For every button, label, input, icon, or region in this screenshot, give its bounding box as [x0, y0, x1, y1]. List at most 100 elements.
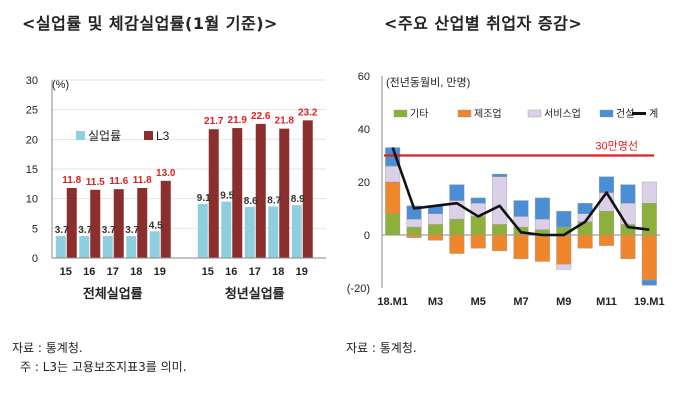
x-tick-label: M5	[471, 296, 486, 308]
industry-employment-chart: (-20) 0 20 40 60 30만명선 (전년동월비, 만명) 기타 제조업 서비스업…	[342, 58, 675, 310]
x-tick-label: M11	[596, 296, 617, 308]
bar-unemployment	[126, 236, 137, 258]
bar-l3	[279, 128, 290, 258]
legend-swatch-services	[527, 109, 542, 118]
bar-segment-services	[406, 218, 422, 228]
x-tick-label: M9	[556, 296, 571, 308]
reference-line-label: 30만명선	[595, 140, 638, 153]
data-label-unemployment: 3.7	[78, 225, 92, 236]
x-tick-label: 16	[83, 266, 95, 278]
data-label-l3: 11.5	[86, 177, 105, 188]
bar-unemployment	[102, 236, 113, 258]
bar-segment-etc	[492, 224, 508, 236]
bar-segment-manufacturing	[406, 234, 422, 238]
data-label-unemployment: 8.9	[291, 194, 305, 205]
bar-segment-construction	[599, 176, 615, 193]
legend-label-manufacturing: 제조업	[474, 107, 502, 120]
y-tick-label: 25	[26, 105, 38, 117]
bar-l3	[66, 187, 77, 258]
legend-swatch-unemployment	[76, 131, 85, 140]
data-label-l3: 22.6	[251, 111, 271, 122]
bar-segment-construction	[641, 279, 657, 286]
legend-label-total: 계	[649, 108, 658, 120]
y-tick-label: 20	[358, 177, 370, 189]
legend-label-l3: L3	[156, 129, 170, 143]
y-tick-label: 0	[364, 230, 370, 242]
bar-segment-services	[427, 213, 443, 225]
x-tick-label: 17	[249, 266, 261, 278]
bar-l3	[90, 189, 101, 258]
bar-segment-manufacturing	[427, 234, 443, 241]
data-label-unemployment: 8.6	[244, 196, 258, 207]
bar-l3	[255, 123, 266, 258]
data-label-unemployment: 3.7	[125, 225, 139, 236]
bar-segment-manufacturing	[449, 234, 465, 254]
legend: 기타 제조업 서비스업 건설 계	[393, 107, 658, 120]
right-chart-title: <주요 산업별 취업자 증감>	[384, 14, 583, 33]
bar-segment-services	[492, 176, 508, 225]
data-label-l3: 11.8	[133, 175, 152, 186]
legend-swatch-l3	[144, 131, 153, 140]
unemployment-chart-svg: 3.7 11.8 3.7 11.5 3.7 11.6 3.7 11.8 4.5 13.0 9.1 21…	[16, 58, 333, 310]
y-tick-label: 10	[26, 194, 38, 206]
bar-segment-services	[556, 263, 572, 270]
bar-segment-manufacturing	[385, 181, 401, 214]
legend-label-unemployment: 실업률	[88, 129, 121, 143]
x-tick-label: 16	[225, 266, 237, 278]
bar-unemployment	[79, 236, 90, 258]
bar-unemployment	[291, 205, 302, 258]
y-tick-label: 20	[26, 134, 38, 146]
y-tick-label: 0	[32, 253, 38, 265]
y-tick-label: 60	[358, 71, 370, 83]
left-note: 주 : L3는 고용보조지표3를 의미.	[20, 360, 187, 374]
bar-l3	[302, 120, 313, 258]
y-tick-label: 30	[26, 75, 38, 87]
bar-segment-manufacturing	[599, 234, 615, 246]
legend-label-services: 서비스업	[544, 107, 581, 120]
bar-unemployment	[244, 206, 255, 258]
total-line	[391, 147, 650, 237]
data-label-l3: 21.7	[204, 116, 224, 127]
data-label-l3: 23.2	[298, 107, 318, 118]
x-tick-label: 19	[154, 266, 166, 278]
unit-label: (전년동월비, 만명)	[386, 76, 470, 89]
y-tick-label: (-20)	[347, 283, 370, 295]
bar-segment-etc	[406, 226, 422, 236]
bar-segment-services	[534, 218, 550, 230]
bar-segment-construction	[534, 197, 550, 220]
bar-unemployment	[149, 231, 160, 258]
bar-segment-manufacturing	[641, 234, 657, 281]
bar-segment-etc	[385, 213, 401, 236]
legend-label-construction: 건설	[616, 108, 634, 120]
legend-label-etc: 기타	[410, 108, 428, 120]
data-label-l3: 21.8	[275, 116, 295, 127]
bar-unemployment	[197, 204, 208, 258]
x-tick-label: 18.M1	[377, 296, 408, 308]
data-label-unemployment: 3.7	[55, 225, 69, 236]
y-tick-label: 15	[26, 164, 38, 176]
right-source: 자료 : 통계청.	[346, 341, 417, 355]
bar-segment-etc	[449, 218, 465, 236]
legend-swatch-manufacturing	[457, 109, 472, 118]
left-chart-title: <실업률 및 체감실업률(1월 기준)>	[22, 14, 278, 33]
bar-l3	[113, 189, 124, 258]
bar-segment-construction	[513, 200, 529, 217]
x-tick-label: 15	[60, 266, 72, 278]
bar-segment-manufacturing	[492, 234, 508, 252]
legend-swatch-construction	[599, 109, 614, 118]
bar-segment-manufacturing	[577, 234, 593, 249]
x-tick-label: 15	[202, 266, 214, 278]
data-label-unemployment: 4.5	[149, 220, 163, 231]
data-label-unemployment: 3.7	[102, 225, 116, 236]
bar-unemployment	[55, 236, 66, 258]
bar-segment-manufacturing	[470, 234, 486, 249]
x-tick-label: M3	[428, 296, 443, 308]
bar-segment-construction	[620, 184, 636, 204]
x-tick-label: 19.M1	[634, 296, 665, 308]
unemployment-chart: 3.7 11.8 3.7 11.5 3.7 11.6 3.7 11.8 4.5 13.0 9.1 21…	[16, 58, 333, 310]
bar-l3	[137, 187, 148, 258]
bar-unemployment	[268, 206, 279, 258]
bar-segment-manufacturing	[534, 234, 550, 262]
bar-segment-manufacturing	[620, 234, 636, 260]
y-tick-label: 40	[358, 124, 370, 136]
